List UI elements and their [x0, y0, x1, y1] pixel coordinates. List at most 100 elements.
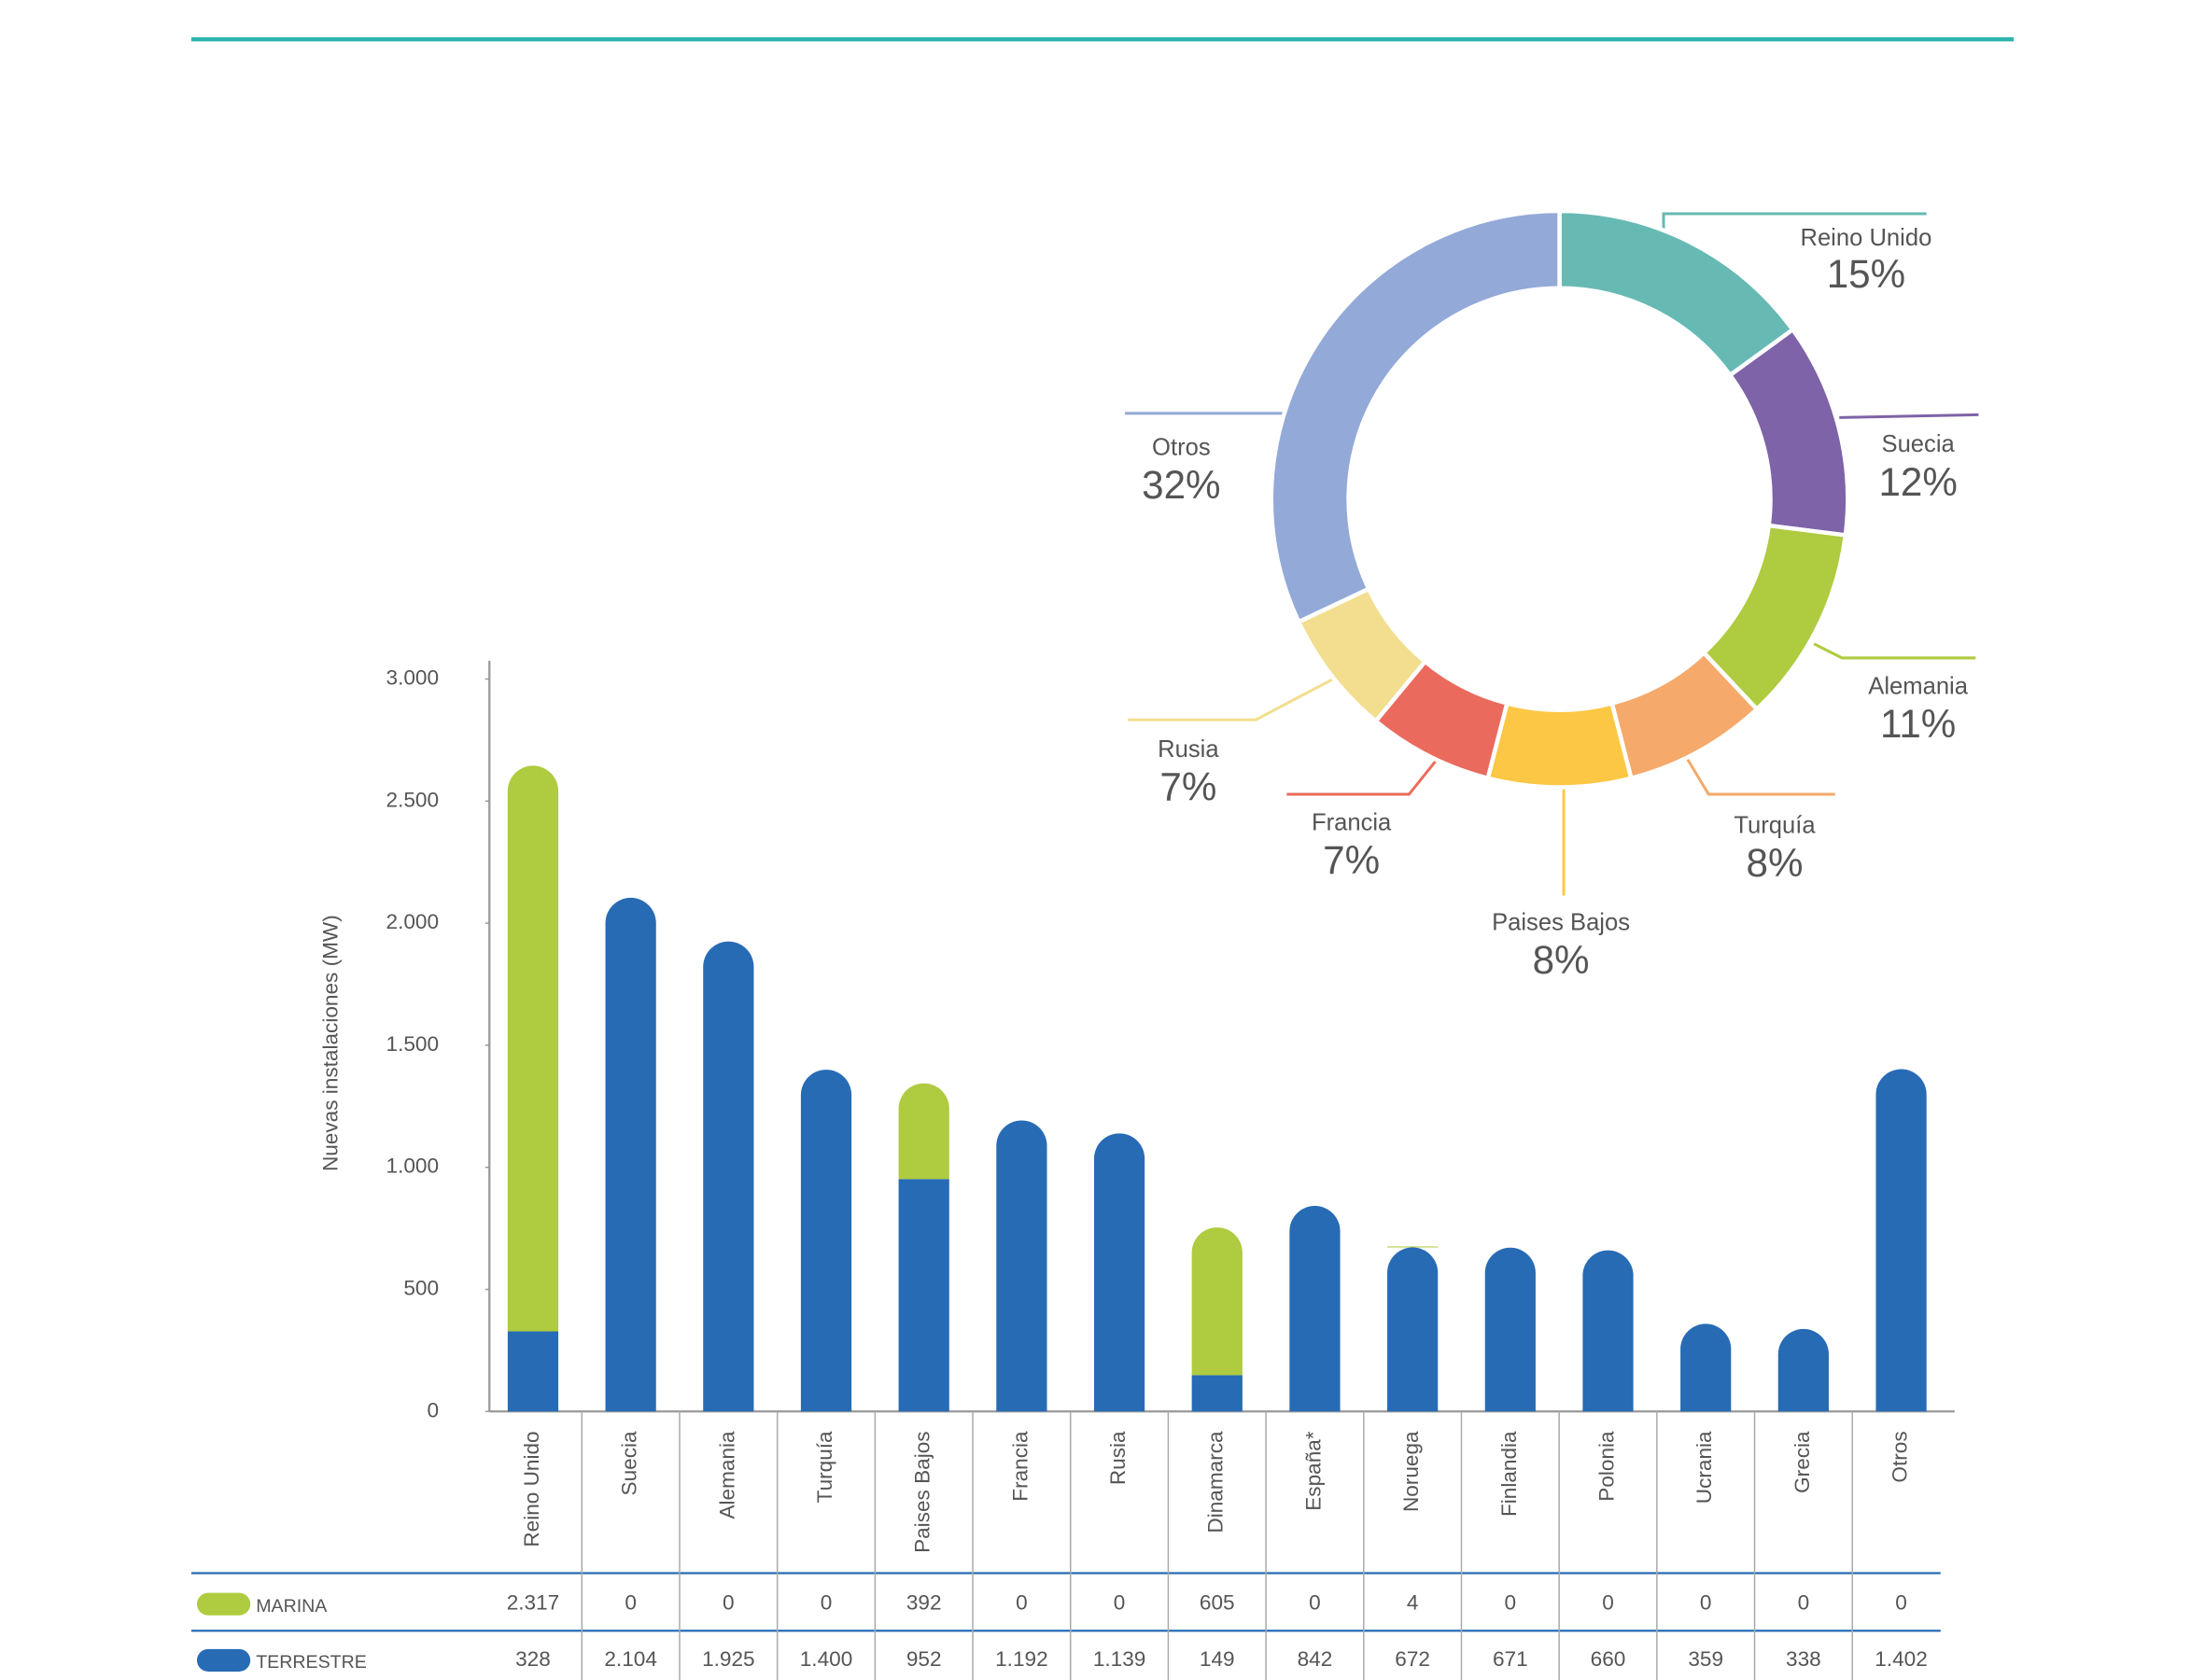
- leader-line: [1686, 758, 1835, 796]
- x-tick-label: Dinamarca: [1204, 1431, 1228, 1533]
- y-tick-label: 1.000: [386, 1155, 440, 1178]
- table-value: 328: [515, 1647, 551, 1671]
- bar: [1777, 1328, 1829, 1412]
- y-tick-label: 3.000: [386, 666, 440, 690]
- table-value: 0: [1798, 1591, 1810, 1615]
- x-tick-label: Suecia: [618, 1431, 641, 1495]
- table-value: 0: [1016, 1591, 1028, 1615]
- table-value: 1.192: [995, 1647, 1048, 1671]
- slice-label: Suecia: [1882, 431, 1956, 457]
- bar: [1387, 1246, 1439, 1248]
- y-tick-label: 2.000: [386, 910, 440, 933]
- donut-slice: [1484, 700, 1635, 790]
- leader-line: [1662, 212, 1927, 232]
- slice-label: Otros: [1152, 434, 1211, 460]
- legend-label: TERRESTRE: [256, 1652, 367, 1673]
- donut-slice: [1269, 208, 1562, 625]
- x-tick-label: Finlandia: [1497, 1431, 1521, 1517]
- slice-value: 32%: [1142, 463, 1220, 507]
- bar: [605, 897, 656, 1412]
- table-value: 1.925: [702, 1647, 755, 1671]
- slice-value: 7%: [1323, 838, 1380, 882]
- slice-label: Francia: [1312, 809, 1392, 835]
- x-tick-label: Turquía: [813, 1431, 836, 1503]
- bar: [507, 765, 559, 1332]
- slice-label: Reino Unido: [1800, 225, 1931, 251]
- table-value: 672: [1395, 1647, 1430, 1671]
- slice-value: 8%: [1533, 938, 1590, 982]
- table-value: 0: [1895, 1591, 1907, 1615]
- bar: [898, 1179, 949, 1412]
- table-value: 0: [625, 1591, 637, 1615]
- x-tick-label: Polonia: [1594, 1431, 1618, 1502]
- leader-line: [1839, 413, 1979, 419]
- donut-slice: [1557, 208, 1796, 379]
- bar: [1191, 1375, 1243, 1412]
- x-tick-label: Rusia: [1106, 1431, 1130, 1485]
- table-value: 0: [1602, 1591, 1614, 1615]
- x-tick-label: Francia: [1008, 1431, 1032, 1502]
- y-tick-label: 1.500: [386, 1032, 440, 1056]
- x-tick-label: Grecia: [1791, 1431, 1814, 1493]
- table-value: 1.400: [800, 1647, 853, 1671]
- x-tick-label: Alemania: [715, 1431, 738, 1519]
- table-value: 671: [1493, 1647, 1528, 1671]
- table-value: 4: [1407, 1591, 1419, 1615]
- table-value: 149: [1200, 1647, 1235, 1671]
- bar: [507, 1331, 559, 1412]
- donut-slice: [1727, 327, 1850, 538]
- bar: [898, 1083, 949, 1180]
- slice-value: 12%: [1878, 460, 1957, 504]
- x-tick-label: España*: [1301, 1431, 1325, 1511]
- x-tick-label: Noruega: [1399, 1431, 1423, 1512]
- slice-value: 7%: [1159, 765, 1216, 809]
- slice-value: 15%: [1827, 252, 1905, 296]
- table-value: 392: [906, 1591, 942, 1615]
- bar: [1289, 1206, 1341, 1412]
- table-value: 0: [723, 1591, 735, 1615]
- table-value: 952: [906, 1647, 942, 1671]
- table-value: 605: [1200, 1591, 1235, 1615]
- slice-label: Alemania: [1868, 673, 1968, 699]
- table-value: 0: [1700, 1591, 1712, 1615]
- table-value: 2.317: [507, 1591, 560, 1615]
- table-value: 1.139: [1093, 1647, 1146, 1671]
- table-value: 338: [1786, 1647, 1821, 1671]
- bar: [703, 941, 754, 1412]
- slice-value: 8%: [1747, 841, 1804, 885]
- table-value: 0: [821, 1591, 833, 1615]
- bar: [1093, 1133, 1145, 1412]
- table-value: 1.402: [1875, 1647, 1928, 1671]
- table-value: 0: [1309, 1591, 1321, 1615]
- x-tick-label: Paises Bajos: [911, 1431, 934, 1553]
- bar: [1875, 1069, 1927, 1412]
- bar: [1387, 1247, 1439, 1412]
- table-value: 660: [1591, 1647, 1626, 1671]
- leader-line: [1128, 678, 1334, 721]
- x-tick-label: Otros: [1889, 1431, 1912, 1482]
- slice-label: Paises Bajos: [1492, 909, 1630, 935]
- legend-swatch: [196, 1592, 251, 1616]
- bar: [800, 1070, 852, 1412]
- table-value: 0: [1114, 1591, 1126, 1615]
- bar: [1582, 1250, 1634, 1412]
- slice-label: Turquía: [1734, 812, 1816, 838]
- table-value: 842: [1298, 1647, 1333, 1671]
- leader-line: [1813, 642, 1976, 660]
- table-value: 0: [1505, 1591, 1517, 1615]
- y-tick-label: 0: [427, 1398, 439, 1421]
- slice-label: Rusia: [1158, 736, 1219, 763]
- leader-line: [1286, 758, 1439, 796]
- legend-swatch: [196, 1648, 251, 1672]
- x-tick-label: Reino Unido: [520, 1431, 543, 1547]
- legend-label: MARINA: [256, 1596, 328, 1617]
- table-value: 359: [1688, 1647, 1723, 1671]
- x-tick-label: Ucrania: [1692, 1431, 1716, 1504]
- bar: [1484, 1247, 1536, 1412]
- bar: [996, 1120, 1047, 1412]
- table-value: 2.104: [604, 1647, 657, 1671]
- y-tick-label: 500: [403, 1276, 439, 1299]
- y-tick-label: 2.500: [386, 788, 440, 811]
- slice-value: 11%: [1880, 702, 1956, 746]
